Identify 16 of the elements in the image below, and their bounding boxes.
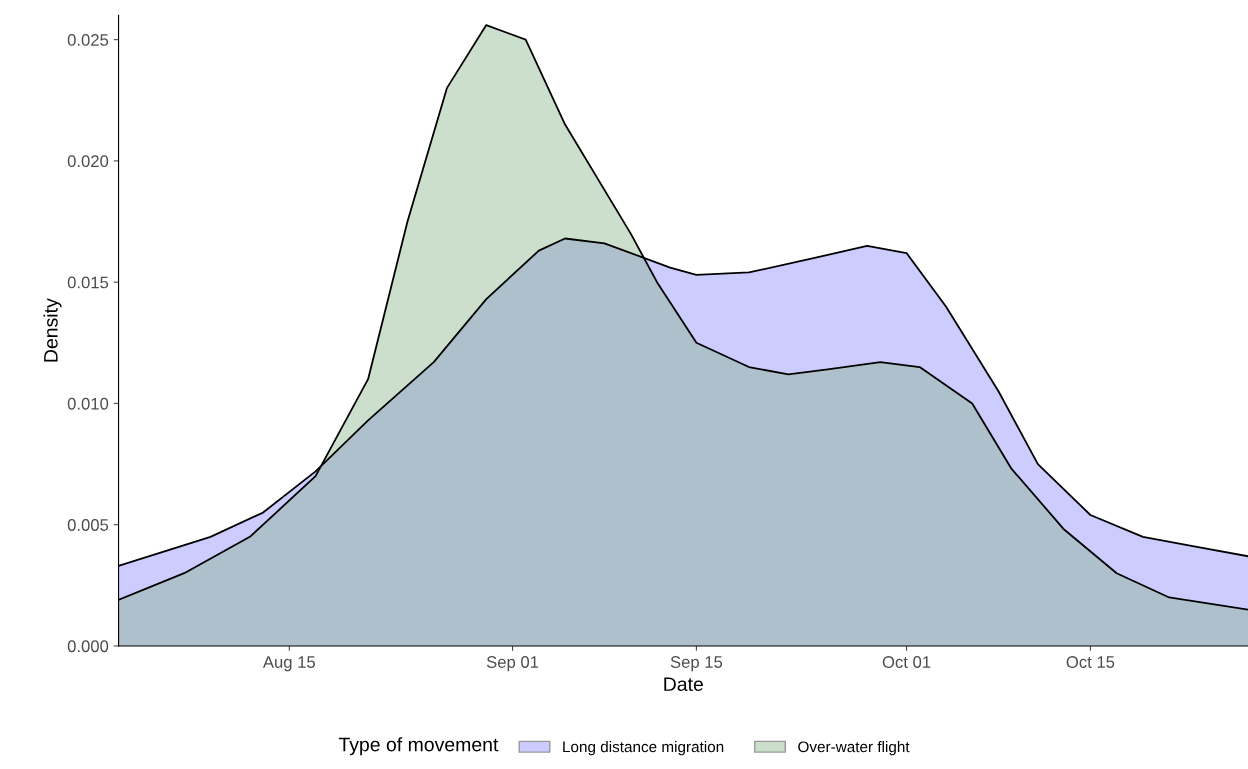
y-tick-label: 0.010 — [67, 397, 109, 410]
legend-title: Type of movement — [338, 737, 499, 756]
y-tick-label: 0.025 — [67, 34, 109, 46]
x-axis-title: Date — [664, 677, 703, 692]
y-axis-title: Density — [43, 298, 62, 362]
legend-label: Over-water flight — [798, 741, 910, 756]
x-tick-label: Oct 01 — [882, 656, 931, 668]
x-tick-label: Oct 15 — [1066, 656, 1115, 668]
y-tick-label: 0.015 — [67, 276, 109, 289]
x-tick-label: Sep 15 — [670, 656, 723, 672]
legend-label: Long distance migration — [563, 741, 724, 756]
x-tick-label: Aug 15 — [262, 656, 315, 672]
x-tick-label: Sep 01 — [486, 656, 539, 672]
y-tick-label: 0.000 — [67, 640, 109, 653]
y-tick-label: 0.020 — [67, 155, 109, 168]
y-tick-label: 0.005 — [67, 519, 109, 531]
